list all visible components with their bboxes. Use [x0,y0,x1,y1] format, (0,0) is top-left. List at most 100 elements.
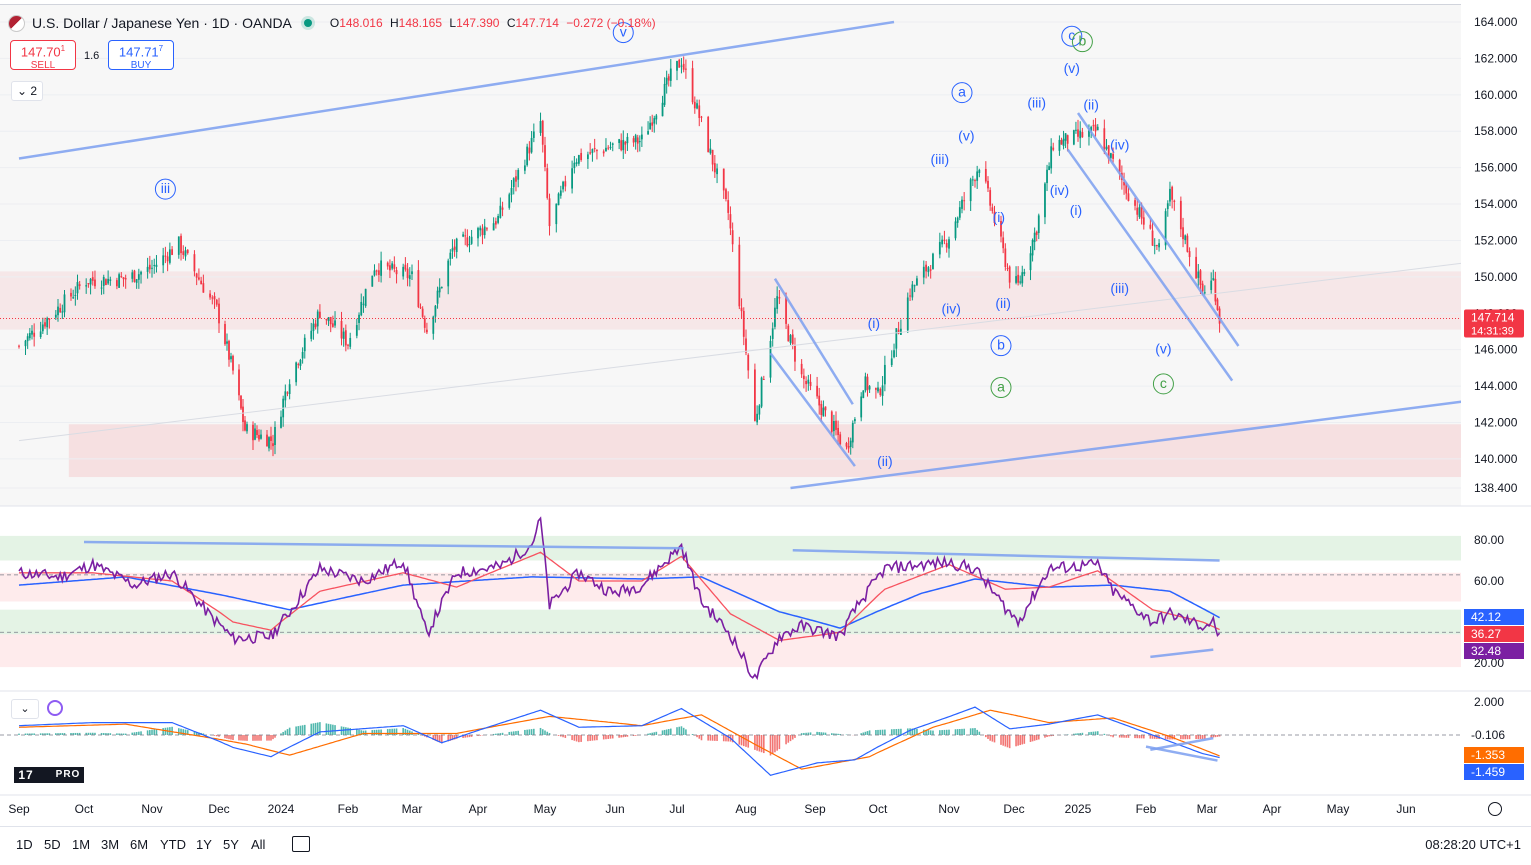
symbol-title[interactable]: U.S. Dollar / Japanese Yen · 1D · OANDA [32,15,292,31]
timeframe-3m[interactable]: 3M [101,837,119,852]
candle-body [531,138,533,152]
candle-body [923,267,925,278]
collapse-pane-button[interactable]: ⌄ [11,699,39,719]
candle-body [916,278,918,285]
timeframe-1y[interactable]: 1Y [196,837,212,852]
macd-bar [664,730,666,735]
candle-body [226,341,228,343]
candle-body [544,145,546,167]
calendar-icon[interactable] [292,836,310,852]
candle-body [365,289,367,306]
candle-body [347,345,349,346]
candle-body [655,115,657,119]
macd-bar [326,723,328,735]
candle-body [310,331,312,339]
candle-body [240,396,242,409]
timeframe-6m[interactable]: 6M [130,837,148,852]
timeframe-ytd[interactable]: YTD [160,837,186,852]
timeframe-5d[interactable]: 5D [44,837,61,852]
candle-body [349,338,351,347]
candle-body [865,376,867,390]
candle-body [407,269,409,278]
macd-bar [987,735,989,739]
candle-body [555,204,557,224]
gear-icon[interactable] [1488,802,1502,816]
timeframe-all[interactable]: All [251,837,265,852]
timeframe-1m[interactable]: 1M [72,837,90,852]
candle-body [1046,170,1048,183]
macd-bar [345,727,347,735]
sell-button[interactable]: 147.701 SELL [10,40,76,70]
macd-bar [319,722,321,735]
candle-body [1050,146,1052,168]
macd-bar [270,735,272,741]
time-tick-label: Feb [1136,802,1157,816]
candle-body [596,150,598,151]
candle-body [1136,208,1138,215]
macd-bar [134,732,136,735]
candle-body [358,315,360,323]
candle-body [495,221,497,224]
macd-bar [1021,735,1023,744]
candle-body [978,170,980,173]
timeframe-5y[interactable]: 5Y [223,837,239,852]
macd-bar [756,735,758,751]
chart-canvas[interactable]: iiiv(i)(ii)(iii)(iv)a(v)(i)(ii)ba(iii)(i… [0,0,1531,826]
macd-bar [891,729,893,735]
macd-bar [714,735,716,741]
candle-body [297,364,299,365]
macd-bar [1088,732,1090,735]
wave-label: iii [161,180,170,196]
macd-bar [1017,735,1019,746]
candle-body [972,179,974,180]
indicators-toggle[interactable]: ⌄ 2 [11,81,43,101]
candle-body [55,315,57,318]
wave-label: (iii) [1027,95,1046,111]
rsi-value-label: 42.12 [1471,610,1501,624]
macd-bar [258,735,260,741]
wave-label: b [1078,33,1086,49]
candle-body [571,168,573,188]
timeframe-1d[interactable]: 1D [16,837,33,852]
candle-body [1110,153,1112,158]
candle-body [411,271,413,274]
candle-body [107,279,109,284]
rsi-value-label: 36.27 [1471,627,1501,641]
macd-bar [46,733,48,735]
candle-body [103,277,105,286]
candle-body [46,318,48,327]
refresh-icon[interactable] [47,700,63,716]
macd-bar [959,729,961,735]
candle-body [374,270,376,275]
candle-body [524,165,526,170]
macd-bar [944,730,946,735]
candle-body [790,335,792,343]
candle-body [877,387,879,391]
candle-body [727,200,729,213]
candle-body [683,64,685,70]
macd-bar [587,735,589,741]
macd-bar [970,728,972,735]
macd-bar [745,735,747,747]
candle-body [426,330,428,333]
candle-body [1095,125,1097,132]
candle-body [651,122,653,125]
macd-line [19,707,1220,775]
candle-body [807,380,809,384]
macd-bar [138,732,140,735]
macd-bar [297,726,299,735]
candle-body [1149,225,1151,229]
wave-label: (ii) [877,453,893,469]
candle-body [1184,235,1186,240]
candle-body [345,330,347,345]
macd-bar [1009,735,1011,748]
candle-body [232,356,234,371]
macd-bar [418,734,420,735]
macd-bar [140,731,142,735]
candle-body [178,237,180,255]
macd-bar [378,730,380,735]
time-tick-label: Dec [208,802,229,816]
last-price-label: 147.714 [1471,310,1515,324]
candle-body [1186,236,1188,252]
buy-button[interactable]: 147.717 BUY [108,40,174,70]
